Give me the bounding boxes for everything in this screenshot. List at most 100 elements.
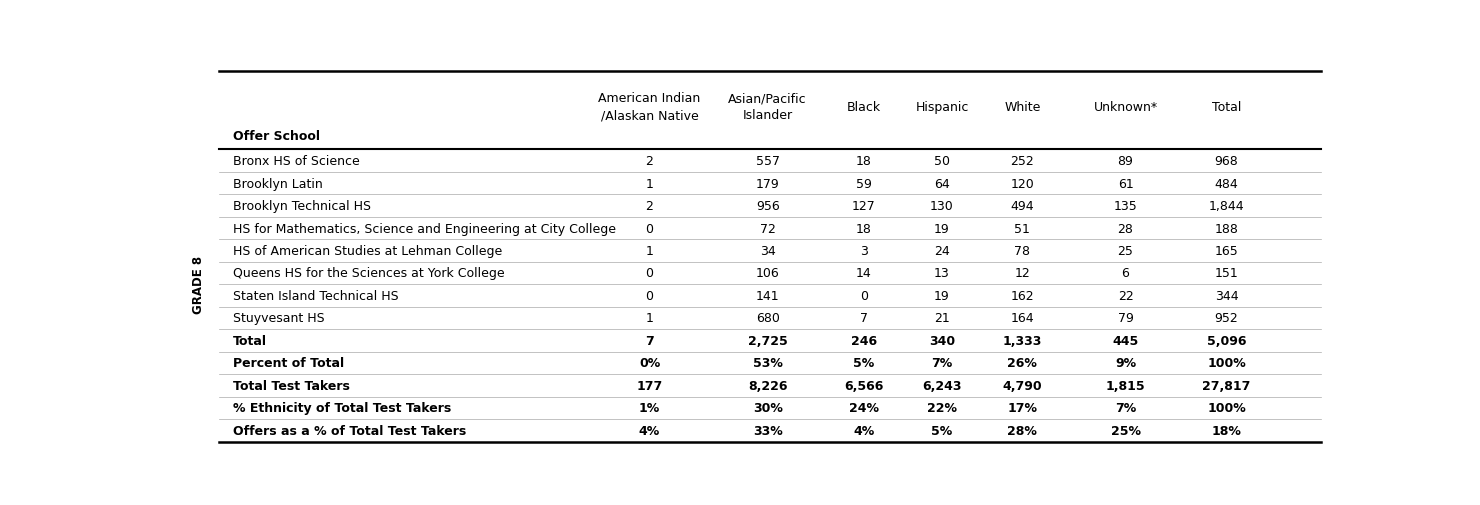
- Text: 24: 24: [934, 244, 950, 258]
- Text: 1%: 1%: [639, 401, 660, 415]
- Text: 0: 0: [645, 289, 654, 302]
- Text: 2: 2: [645, 199, 654, 213]
- Text: 6,243: 6,243: [922, 379, 962, 392]
- Text: 5%: 5%: [931, 424, 953, 437]
- Text: Staten Island Technical HS: Staten Island Technical HS: [234, 289, 398, 302]
- Text: 252: 252: [1011, 155, 1035, 168]
- Text: 3: 3: [860, 244, 867, 258]
- Text: 50: 50: [934, 155, 950, 168]
- Text: 51: 51: [1014, 222, 1030, 235]
- Text: 18: 18: [855, 155, 872, 168]
- Text: 26%: 26%: [1008, 357, 1037, 370]
- Text: 0: 0: [645, 222, 654, 235]
- Text: 445: 445: [1113, 334, 1138, 347]
- Text: Total: Total: [234, 334, 268, 347]
- Text: 162: 162: [1011, 289, 1035, 302]
- Text: 19: 19: [934, 289, 950, 302]
- Text: 246: 246: [851, 334, 878, 347]
- Text: 494: 494: [1011, 199, 1035, 213]
- Text: HS of American Studies at Lehman College: HS of American Studies at Lehman College: [234, 244, 502, 258]
- Text: 6: 6: [1122, 267, 1129, 280]
- Text: Stuyvesant HS: Stuyvesant HS: [234, 312, 324, 325]
- Text: 28: 28: [1117, 222, 1134, 235]
- Text: 557: 557: [756, 155, 780, 168]
- Text: 33%: 33%: [753, 424, 783, 437]
- Text: 151: 151: [1215, 267, 1239, 280]
- Text: 141: 141: [756, 289, 780, 302]
- Text: Offers as a % of Total Test Takers: Offers as a % of Total Test Takers: [234, 424, 466, 437]
- Text: 25: 25: [1117, 244, 1134, 258]
- Text: 17%: 17%: [1008, 401, 1037, 415]
- Text: 9%: 9%: [1114, 357, 1137, 370]
- Text: 179: 179: [756, 177, 780, 190]
- Text: 188: 188: [1215, 222, 1239, 235]
- Text: Brooklyn Latin: Brooklyn Latin: [234, 177, 323, 190]
- Text: 2: 2: [645, 155, 654, 168]
- Text: American Indian
/Alaskan Native: American Indian /Alaskan Native: [598, 92, 700, 122]
- Text: Percent of Total: Percent of Total: [234, 357, 345, 370]
- Text: 25%: 25%: [1110, 424, 1141, 437]
- Text: GRADE 8: GRADE 8: [192, 256, 206, 314]
- Text: 7: 7: [645, 334, 654, 347]
- Text: 1: 1: [645, 312, 654, 325]
- Text: 4,790: 4,790: [1002, 379, 1042, 392]
- Text: 164: 164: [1011, 312, 1035, 325]
- Text: 34: 34: [759, 244, 776, 258]
- Text: 165: 165: [1215, 244, 1239, 258]
- Text: 18%: 18%: [1212, 424, 1242, 437]
- Text: Brooklyn Technical HS: Brooklyn Technical HS: [234, 199, 371, 213]
- Text: Asian/Pacific
Islander: Asian/Pacific Islander: [728, 92, 807, 122]
- Text: 30%: 30%: [753, 401, 783, 415]
- Text: % Ethnicity of Total Test Takers: % Ethnicity of Total Test Takers: [234, 401, 451, 415]
- Text: 130: 130: [929, 199, 955, 213]
- Text: 952: 952: [1215, 312, 1239, 325]
- Text: 22: 22: [1117, 289, 1134, 302]
- Text: 7%: 7%: [931, 357, 953, 370]
- Text: 120: 120: [1011, 177, 1035, 190]
- Text: 12: 12: [1014, 267, 1030, 280]
- Text: 59: 59: [855, 177, 872, 190]
- Text: 14: 14: [855, 267, 872, 280]
- Text: 27,817: 27,817: [1202, 379, 1251, 392]
- Text: 1,815: 1,815: [1106, 379, 1146, 392]
- Text: 7: 7: [860, 312, 869, 325]
- Text: 344: 344: [1215, 289, 1239, 302]
- Text: Unknown*: Unknown*: [1094, 101, 1157, 114]
- Text: 13: 13: [934, 267, 950, 280]
- Text: Bronx HS of Science: Bronx HS of Science: [234, 155, 360, 168]
- Text: 24%: 24%: [850, 401, 879, 415]
- Text: 72: 72: [759, 222, 776, 235]
- Text: 53%: 53%: [753, 357, 783, 370]
- Text: 1: 1: [645, 244, 654, 258]
- Text: 64: 64: [934, 177, 950, 190]
- Text: 956: 956: [756, 199, 780, 213]
- Text: 89: 89: [1117, 155, 1134, 168]
- Text: 106: 106: [756, 267, 780, 280]
- Text: 135: 135: [1113, 199, 1138, 213]
- Text: Queens HS for the Sciences at York College: Queens HS for the Sciences at York Colle…: [234, 267, 505, 280]
- Text: Offer School: Offer School: [234, 130, 320, 143]
- Text: 4%: 4%: [639, 424, 660, 437]
- Text: 0: 0: [860, 289, 869, 302]
- Text: HS for Mathematics, Science and Engineering at City College: HS for Mathematics, Science and Engineer…: [234, 222, 616, 235]
- Text: 340: 340: [929, 334, 955, 347]
- Text: 28%: 28%: [1008, 424, 1037, 437]
- Text: 18: 18: [855, 222, 872, 235]
- Text: 22%: 22%: [926, 401, 958, 415]
- Text: 680: 680: [756, 312, 780, 325]
- Text: Black: Black: [847, 101, 881, 114]
- Text: 1,844: 1,844: [1209, 199, 1245, 213]
- Text: 968: 968: [1215, 155, 1239, 168]
- Text: 61: 61: [1117, 177, 1134, 190]
- Text: 0%: 0%: [639, 357, 660, 370]
- Text: 19: 19: [934, 222, 950, 235]
- Text: 2,725: 2,725: [747, 334, 787, 347]
- Text: 78: 78: [1014, 244, 1030, 258]
- Text: 5%: 5%: [854, 357, 875, 370]
- Text: 5,096: 5,096: [1206, 334, 1246, 347]
- Text: 127: 127: [852, 199, 876, 213]
- Text: 177: 177: [636, 379, 663, 392]
- Text: 6,566: 6,566: [844, 379, 884, 392]
- Text: 4%: 4%: [854, 424, 875, 437]
- Text: 0: 0: [645, 267, 654, 280]
